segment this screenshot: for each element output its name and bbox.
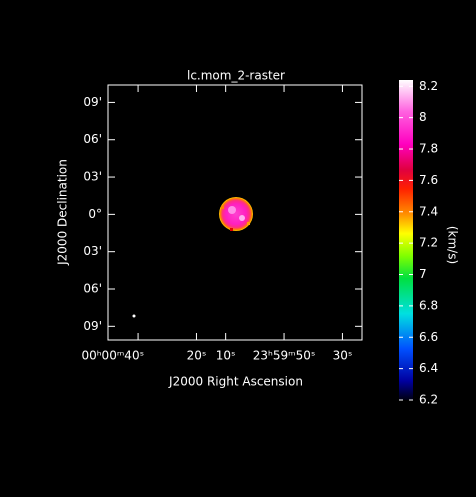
source-pixel (230, 228, 233, 231)
x-tick-label: 23ʰ59ᵐ50ˢ (253, 349, 316, 363)
chart-title: lc.mom_2-raster (187, 69, 285, 83)
y-tick-label: 0° (88, 207, 102, 221)
source-pixel (221, 206, 224, 209)
x-tick-label: 00ʰ00ᵐ40ˢ (81, 349, 144, 363)
y-tick-label: 03' (83, 244, 102, 258)
colorbar-tick-label: 8 (419, 110, 427, 124)
colorbar-tick-label: 6.6 (419, 330, 438, 344)
colorbar-tick-label: 7 (419, 267, 427, 281)
colorbar-tick-label: 7.4 (419, 204, 438, 218)
colorbar-tick-label: 6.2 (419, 393, 438, 407)
plot-frame (107, 84, 363, 341)
source-peak (239, 215, 245, 221)
noise-pixel (132, 314, 136, 318)
x-tick-label: 10ˢ (216, 349, 236, 363)
y-tick-label: 06' (83, 132, 102, 146)
colorbar-tick-label: 8.2 (419, 79, 438, 93)
y-tick-label: 09' (83, 319, 102, 333)
y-axis-label: J2000 Declination (56, 159, 70, 266)
colorbar-tick-label: 6.4 (419, 361, 438, 375)
colorbar-tick-label: 7.8 (419, 142, 438, 156)
colorbar-tick-label: 7.6 (419, 173, 438, 187)
source-blob (219, 197, 253, 231)
colorbar-label: (km/s) (446, 226, 460, 264)
y-tick-label: 09' (83, 95, 102, 109)
colorbar-tick-label: 6.8 (419, 298, 438, 312)
x-tick-label: 20ˢ (187, 349, 207, 363)
x-tick-label: 30ˢ (333, 349, 353, 363)
colorbar (399, 80, 413, 400)
colorbar-tick-label: 7.2 (419, 236, 438, 250)
y-tick-label: 06' (83, 282, 102, 296)
source-pixel (247, 222, 250, 225)
y-tick-label: 03' (83, 170, 102, 184)
source-emission (132, 197, 253, 318)
source-peak (228, 206, 236, 214)
x-axis-label: J2000 Right Ascension (168, 375, 303, 389)
